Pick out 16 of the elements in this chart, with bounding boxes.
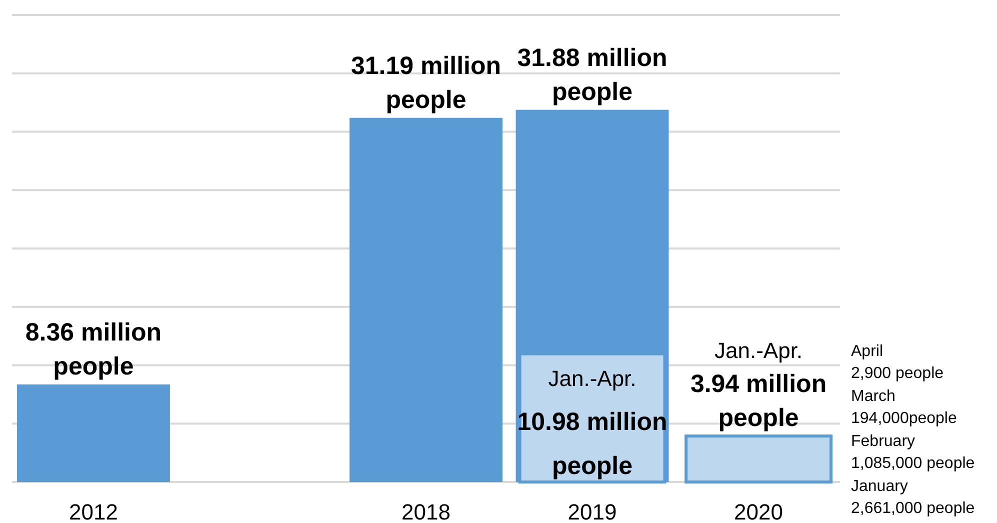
data-label: Jan.-Apr. 10.98 million people <box>517 366 668 480</box>
text: March 194,000people <box>851 388 957 427</box>
data-label: Jan.-Apr. 3.94 million people <box>690 338 827 432</box>
x-tick-label: 2019 <box>568 500 617 523</box>
bar <box>684 434 833 484</box>
x-tick-label: 2012 <box>68 500 118 523</box>
x-tick-label: 2020 <box>734 500 784 523</box>
text: February 1,085,000 people <box>851 433 975 472</box>
x-tick-label: 2018 <box>402 500 450 523</box>
data-label: 31.19 million people <box>350 52 502 114</box>
text: April 2,900 people <box>851 343 944 382</box>
data-label: 8.36 million people <box>25 318 162 380</box>
text: January 2,661,000 people <box>851 478 975 517</box>
bar <box>16 384 170 482</box>
bar <box>350 118 502 482</box>
data-label: 31.88 million people <box>517 44 668 106</box>
